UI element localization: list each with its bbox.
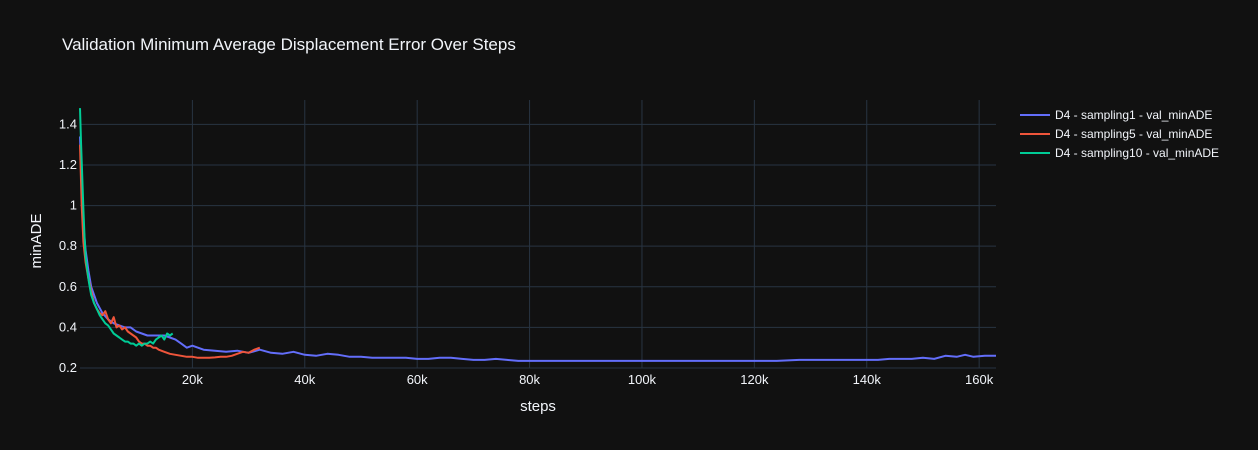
x-tick-label: 60k <box>407 372 428 387</box>
y-tick-label: 1.4 <box>59 116 77 131</box>
gridlines <box>80 100 996 369</box>
x-axis-title: steps <box>520 398 556 415</box>
x-tick-label: 160k <box>965 372 994 387</box>
x-tick-label: 100k <box>628 372 657 387</box>
axis-ticks: 0.2 0.4 0.6 0.8 1 1.2 1.4 20k 40k 60k 80k 100k 120k 1… <box>59 116 994 387</box>
x-tick-label: 80k <box>519 372 540 387</box>
y-tick-label: 0.2 <box>59 360 77 375</box>
legend: D4 - sampling1 - val_minADE D4 - sampling… <box>1020 108 1219 160</box>
y-tick-label: 1.2 <box>59 157 77 172</box>
legend-label: D4 - sampling10 - val_minADE <box>1055 146 1219 160</box>
x-tick-label: 20k <box>182 372 203 387</box>
series-line-1[interactable] <box>79 136 996 362</box>
legend-label: D4 - sampling5 - val_minADE <box>1055 127 1212 141</box>
series-line-3[interactable] <box>79 108 174 347</box>
x-tick-label: 40k <box>294 372 315 387</box>
y-axis-title: minADE <box>28 213 45 268</box>
series-lines <box>79 108 996 362</box>
x-tick-label: 140k <box>853 372 882 387</box>
y-tick-label: 0.6 <box>59 279 77 294</box>
y-tick-label: 0.8 <box>59 238 77 253</box>
chart-title: Validation Minimum Average Displacement … <box>62 35 516 54</box>
legend-item[interactable]: D4 - sampling1 - val_minADE <box>1020 108 1212 122</box>
legend-item[interactable]: D4 - sampling5 - val_minADE <box>1020 127 1212 141</box>
y-tick-label: 0.4 <box>59 319 77 334</box>
x-tick-label: 120k <box>740 372 769 387</box>
legend-label: D4 - sampling1 - val_minADE <box>1055 108 1212 122</box>
legend-item[interactable]: D4 - sampling10 - val_minADE <box>1020 146 1219 160</box>
y-tick-label: 1 <box>70 198 77 213</box>
